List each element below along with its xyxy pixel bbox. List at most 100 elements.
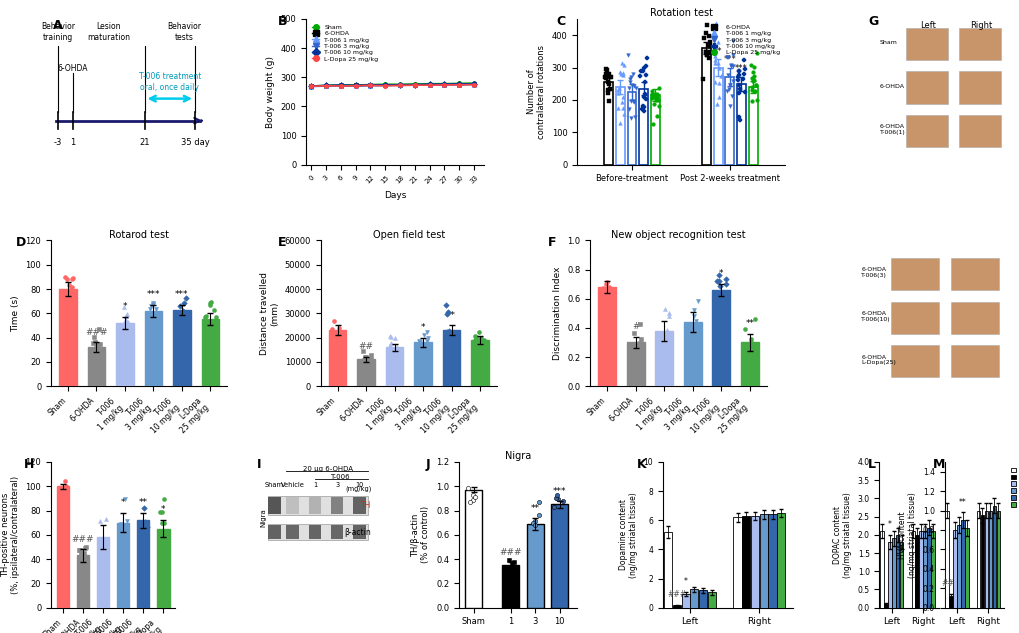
Text: T-006 treatment
oral, once daily: T-006 treatment oral, once daily: [139, 72, 201, 92]
Y-axis label: Time (s): Time (s): [11, 295, 20, 332]
Point: [362, 359, 378, 369]
Point: [598, 277, 614, 287]
Text: ###: ###: [499, 548, 522, 556]
Point: [476, 341, 492, 351]
Point: [723, 50, 740, 60]
Point: [742, 60, 758, 70]
Point: [388, 343, 405, 353]
Point: [549, 489, 566, 499]
Point: [609, 103, 626, 113]
Text: Lesion
maturation: Lesion maturation: [87, 22, 130, 42]
Point: [708, 277, 725, 287]
Point: [632, 334, 648, 344]
Point: [698, 20, 714, 30]
Point: [629, 348, 645, 358]
FancyBboxPatch shape: [958, 115, 1000, 147]
Point: [729, 72, 745, 82]
Point: [174, 313, 191, 323]
Bar: [698, 591, 706, 608]
Point: [360, 358, 376, 368]
Legend: Sham, 6-OHDA, T-006 1 mg/kg, T-006 3 mg/kg, T-006 10 mg/kg, L-Dopa 25 mg/kg: Sham, 6-OHDA, T-006 1 mg/kg, T-006 3 mg/…: [309, 22, 381, 64]
Point: [710, 276, 727, 286]
Bar: [879, 531, 882, 608]
Point: [152, 529, 168, 539]
Point: [614, 68, 631, 78]
Point: [60, 310, 76, 320]
Point: [61, 288, 77, 298]
Text: 20 μg 6-OHDA: 20 μg 6-OHDA: [303, 466, 353, 472]
Bar: [976, 511, 979, 608]
Bar: [650, 95, 659, 165]
Point: [88, 339, 104, 349]
Y-axis label: TH/β-actin
(% of control): TH/β-actin (% of control): [411, 506, 430, 563]
Text: T-006: T-006: [329, 473, 348, 480]
Text: *: *: [718, 270, 722, 279]
Point: [358, 353, 374, 363]
Point: [63, 282, 79, 292]
Point: [502, 564, 519, 574]
Point: [503, 558, 520, 568]
Text: ###: ###: [71, 534, 94, 544]
Point: [203, 297, 219, 307]
Point: [334, 327, 351, 337]
Point: [113, 519, 129, 529]
Bar: [268, 525, 280, 539]
Legend: 6-OHDA, T-006 1 mg/kg, T-006 3 mg/kg, T-006 10 mg/kg, L-Dopa 25 mg/kg: 6-OHDA, T-006 1 mg/kg, T-006 3 mg/kg, T-…: [705, 22, 782, 58]
Point: [706, 42, 722, 53]
Bar: [627, 92, 636, 165]
Point: [730, 88, 746, 98]
FancyBboxPatch shape: [951, 346, 999, 377]
Point: [173, 313, 190, 323]
Point: [626, 81, 642, 91]
Point: [171, 301, 187, 311]
Point: [363, 353, 379, 363]
Point: [637, 77, 653, 87]
Bar: [926, 527, 930, 608]
Text: C: C: [555, 15, 565, 28]
Point: [747, 80, 763, 91]
Point: [632, 66, 648, 76]
Bar: [918, 531, 922, 608]
Bar: [740, 342, 758, 386]
Point: [651, 339, 667, 349]
Y-axis label: HVA content
(ng/mg striatal tissue): HVA content (ng/mg striatal tissue): [897, 492, 916, 578]
Point: [684, 330, 700, 340]
Point: [203, 325, 219, 335]
Bar: [465, 490, 482, 608]
Point: [620, 83, 636, 93]
Point: [332, 330, 348, 340]
Point: [118, 516, 135, 526]
Bar: [550, 505, 568, 608]
Text: ***: ***: [147, 290, 160, 299]
Point: [710, 270, 727, 280]
Title: New object recognition test: New object recognition test: [610, 230, 745, 240]
Point: [118, 315, 135, 325]
Bar: [945, 511, 948, 608]
Point: [437, 300, 453, 310]
Point: [632, 319, 648, 329]
Text: *: *: [121, 498, 125, 507]
Bar: [286, 525, 299, 539]
Point: [59, 274, 75, 284]
Point: [133, 529, 150, 539]
Point: [446, 333, 463, 343]
Point: [625, 329, 641, 339]
Point: [685, 305, 701, 315]
Bar: [930, 531, 934, 608]
Bar: [956, 525, 960, 608]
Point: [614, 103, 631, 113]
Point: [687, 316, 703, 327]
Point: [701, 41, 717, 51]
Point: [91, 323, 107, 334]
Text: **: **: [530, 504, 539, 513]
Point: [698, 50, 714, 60]
Bar: [922, 531, 926, 608]
Point: [684, 335, 700, 346]
Point: [725, 61, 741, 71]
Bar: [59, 289, 76, 386]
Point: [600, 96, 616, 106]
Text: 35 day: 35 day: [180, 138, 209, 147]
Point: [712, 70, 729, 80]
Point: [706, 77, 722, 87]
Point: [327, 334, 343, 344]
